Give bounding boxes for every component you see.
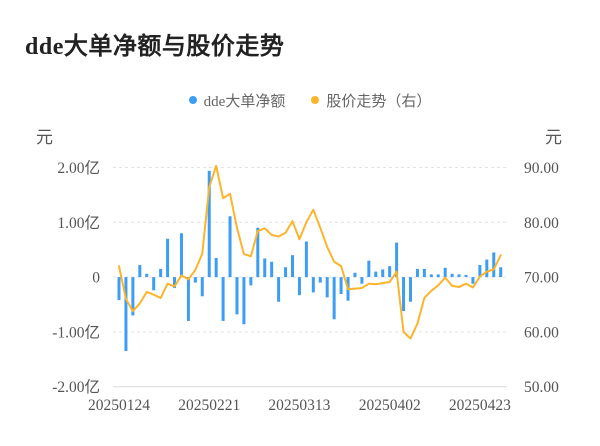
- bar: [207, 170, 211, 278]
- bar: [277, 277, 281, 302]
- bar: [332, 277, 336, 320]
- left-axis-tick-label: 2.00亿: [57, 159, 100, 177]
- left-axis-tick-label: 1.00亿: [57, 214, 100, 232]
- right-axis-tick-label: 50.00: [524, 379, 559, 396]
- legend-item-dde-net[interactable]: dde大单净额: [188, 90, 286, 111]
- bar: [485, 259, 489, 278]
- bar: [159, 268, 163, 278]
- bar: [422, 268, 426, 278]
- right-axis-unit: 元: [545, 128, 562, 147]
- bar: [381, 269, 385, 278]
- bar: [124, 277, 128, 352]
- bar: [228, 216, 232, 278]
- bar: [367, 260, 371, 278]
- bar: [117, 277, 121, 301]
- legend-label-price-trend: 股价走势（右）: [326, 93, 432, 110]
- bar: [284, 267, 288, 278]
- x-axis-tick-label: 20250313: [268, 397, 330, 414]
- bar: [173, 277, 177, 289]
- right-axis-tick-label: 90.00: [524, 160, 559, 177]
- bar: [478, 265, 482, 278]
- legend-item-price-trend[interactable]: 股价走势（右）: [311, 90, 431, 111]
- left-axis-ticks: 2.00亿 1.00亿 0 -1.00亿 -2.00亿: [52, 159, 100, 396]
- bar: [145, 273, 149, 278]
- x-axis-tick-label: 20250124: [88, 397, 150, 414]
- chart-title: dde大单净额与股价走势: [25, 34, 285, 60]
- bar: [221, 277, 225, 321]
- bar: [499, 267, 503, 278]
- x-axis-ticks: 20250124 20250221 20250313 20250402 20250423: [88, 397, 511, 414]
- bar: [395, 242, 399, 278]
- bar: [200, 277, 204, 297]
- bar: [457, 274, 461, 278]
- left-axis-unit: 元: [36, 128, 53, 147]
- right-axis-tick-label: 60.00: [524, 324, 559, 341]
- bar: [339, 277, 343, 295]
- bar: [249, 277, 253, 286]
- x-axis-tick-label: 20250402: [359, 397, 421, 414]
- right-axis-tick-label: 80.00: [524, 215, 559, 232]
- bar: [256, 227, 260, 278]
- bar: [450, 273, 454, 278]
- bar: [311, 277, 315, 293]
- bar: [179, 233, 183, 278]
- x-axis-tick-label: 20250423: [449, 397, 511, 414]
- bar: [402, 277, 406, 312]
- bar: [429, 274, 433, 278]
- bar: [186, 277, 190, 321]
- bar: [270, 261, 274, 278]
- x-axis-tick-label: 20250221: [178, 397, 240, 414]
- legend-dot-price-trend-icon: [311, 96, 320, 104]
- bar: [214, 257, 218, 278]
- bar: [193, 277, 197, 283]
- bar: [297, 277, 301, 296]
- bar-series: [117, 170, 503, 352]
- right-axis-tick-label: 70.00: [524, 270, 559, 287]
- bar: [388, 266, 392, 278]
- bar: [436, 274, 440, 278]
- bar: [360, 277, 364, 284]
- legend-dot-dde-net-icon: [188, 96, 197, 104]
- bar: [415, 268, 419, 278]
- legend-label-dde-net: dde大单净额: [203, 93, 286, 110]
- price-line: [118, 164, 502, 340]
- bar: [408, 277, 412, 302]
- bar: [325, 277, 329, 298]
- left-axis-tick-label: 0: [92, 270, 100, 287]
- bar: [166, 238, 170, 278]
- bar: [443, 267, 447, 278]
- bar: [353, 272, 357, 278]
- bar: [263, 258, 267, 278]
- left-axis-tick-label: -2.00亿: [52, 378, 100, 396]
- bar: [291, 255, 294, 278]
- bar: [131, 277, 135, 316]
- bar: [242, 277, 246, 325]
- bar: [235, 277, 239, 315]
- bar: [471, 277, 475, 284]
- right-axis-ticks: 90.00 80.00 70.00 60.00 50.00: [524, 160, 559, 396]
- bar: [152, 277, 156, 291]
- left-axis-tick-label: -1.00亿: [52, 323, 100, 341]
- bar: [464, 274, 468, 278]
- bar: [374, 271, 378, 278]
- bar: [304, 241, 308, 278]
- bar: [318, 277, 322, 283]
- bar: [492, 252, 496, 278]
- chart-legend: dde大单净额 股价走势（右）: [110, 90, 510, 110]
- bar: [138, 265, 142, 278]
- grid-lines: [113, 167, 507, 388]
